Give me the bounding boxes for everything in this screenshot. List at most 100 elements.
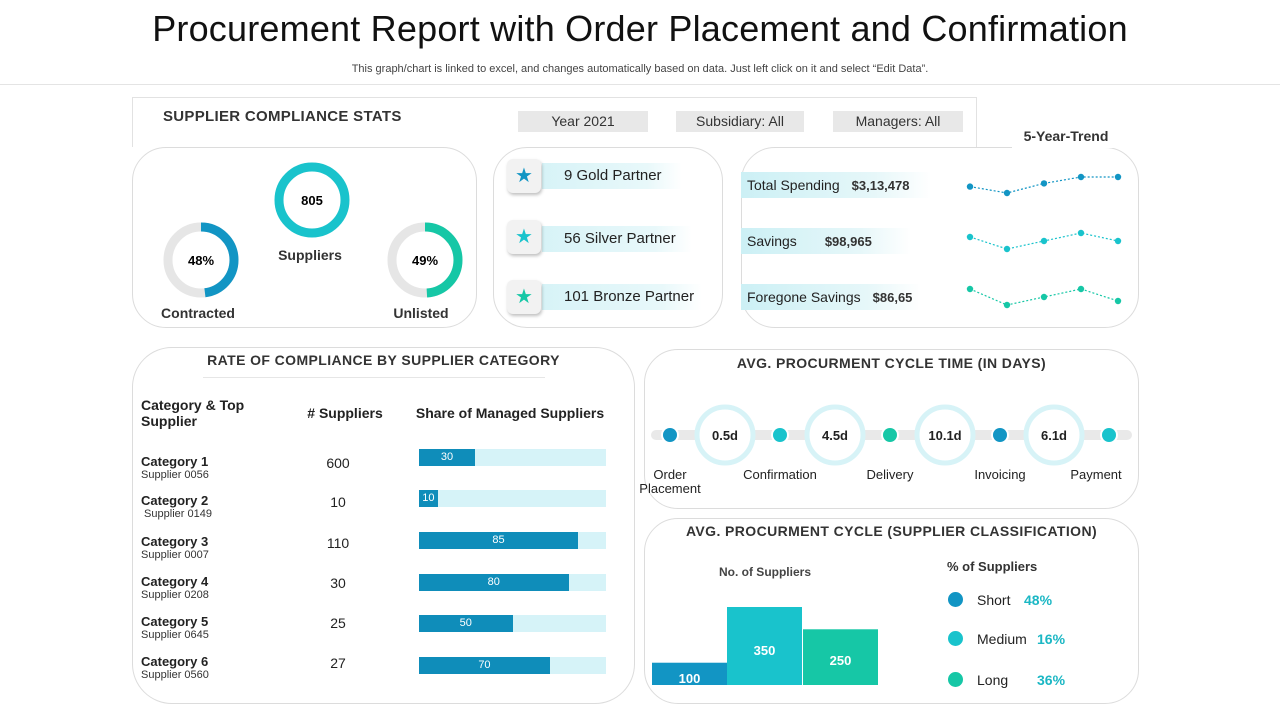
filter-year[interactable]: Year 2021: [518, 111, 648, 132]
share-bar-track: 85: [419, 532, 606, 549]
trend-point: [1003, 301, 1011, 309]
supplier-count: 600: [326, 455, 350, 471]
trend-point: [966, 233, 974, 241]
class-bar-label: 250: [830, 653, 852, 668]
total-suppliers-value: 805: [301, 193, 323, 208]
category-name: Category 1: [141, 454, 209, 469]
supplier-count: 25: [330, 615, 346, 631]
top-supplier: Supplier 0560: [141, 669, 209, 681]
legend-percent: 48%: [1024, 592, 1053, 608]
trend-point: [1114, 297, 1122, 305]
step-label: Invoicing: [974, 467, 1026, 482]
suppliers-card: [132, 147, 477, 328]
duration-value: 4.5d: [822, 428, 848, 443]
compliance-card: [132, 347, 635, 704]
trend-point: [1040, 293, 1048, 301]
trend-label: 5-Year-Trend: [1012, 124, 1120, 148]
share-bar-fill: 70: [419, 657, 550, 674]
partner-gold: 9 Gold Partner: [542, 163, 682, 189]
category-name: Category 2: [141, 493, 209, 508]
step-label: Delivery: [866, 467, 914, 482]
share-bar-track: 80: [419, 574, 606, 591]
trend-point: [966, 285, 974, 293]
class-bar: [727, 607, 802, 685]
legend-percent: 16%: [1037, 631, 1066, 647]
spend-label: Foregone Savings: [747, 289, 861, 305]
suppliers-donuts: 805 48% 49%: [163, 162, 463, 298]
category-name: Category 5: [141, 614, 209, 629]
cycle-timeline: 0.5d 4.5d 10.1d 6.1d: [651, 404, 1132, 466]
col-head-suppliers: # Suppliers: [307, 405, 383, 421]
share-bar-fill: 10: [419, 490, 438, 507]
share-bar-track: 50: [419, 615, 606, 632]
unlisted-label: Unlisted: [393, 305, 449, 321]
legend-dot: [948, 672, 963, 687]
spend-value: $86,65: [872, 290, 913, 305]
top-supplier: Supplier 0645: [141, 629, 209, 641]
step-dot: [663, 428, 677, 442]
spend-label: Total Spending: [747, 177, 840, 193]
spend-value: $3,13,478: [851, 178, 910, 193]
trend-sparklines: [966, 173, 1122, 309]
step-label: Confirmation: [743, 467, 817, 482]
legend-label: % of Suppliers: [947, 559, 1038, 574]
legend-label-item: Medium: [977, 631, 1027, 647]
star-icon: ★: [507, 220, 541, 254]
compliance-title-rule: [203, 377, 545, 378]
page-subtitle: This graph/chart is linked to excel, and…: [351, 63, 929, 75]
table-row: Category 3 Supplier 0007: [141, 534, 209, 561]
trend-line: [969, 288, 1119, 306]
trend-point: [1114, 173, 1122, 181]
trend-point: [1077, 229, 1085, 237]
star-icon: ★: [507, 159, 541, 193]
contracted-value: 48%: [188, 253, 214, 268]
spend-row-foregone: Foregone Savings $86,65: [741, 284, 921, 310]
duration-circle: [914, 404, 976, 466]
trend-point: [1003, 245, 1011, 253]
page-title: Procurement Report with Order Placement …: [152, 8, 1128, 49]
trend-point: [1040, 237, 1048, 245]
trend-point: [966, 183, 974, 190]
cycle-time-title: AVG. PROCURMENT CYCLE TIME (IN DAYS): [736, 355, 1047, 371]
step-dot: [773, 428, 787, 442]
step-dot: [1102, 428, 1116, 442]
legend-dot: [948, 592, 963, 607]
duration-value: 10.1d: [928, 428, 961, 443]
partner-silver: 56 Silver Partner: [542, 226, 692, 252]
share-bar-track: 70: [419, 657, 606, 674]
trend-point: [1077, 285, 1085, 293]
category-name: Category 6: [141, 654, 209, 669]
suppliers-label: Suppliers: [278, 247, 342, 263]
spend-value: $98,965: [824, 234, 872, 249]
supplier-count: 110: [326, 535, 350, 551]
trend-point: [1003, 189, 1011, 197]
step-dot: [883, 428, 897, 442]
trend-line: [969, 176, 1118, 194]
legend-label-item: Short: [977, 592, 1011, 608]
contracted-label: Contracted: [161, 305, 235, 321]
class-bar-label: 350: [754, 643, 776, 658]
filter-subsidiary[interactable]: Subsidiary: All: [676, 111, 804, 132]
table-row: Category 1 Supplier 0056: [141, 454, 209, 481]
duration-circle: [694, 404, 756, 466]
legend-label-item: Long: [977, 672, 1009, 688]
step-dot: [993, 428, 1007, 442]
duration-value: 0.5d: [712, 428, 738, 443]
classification-title: AVG. PROCURMENT CYCLE (SUPPLIER CLASSIFI…: [685, 523, 1098, 539]
classification-bar-chart: 100 350 250: [652, 607, 878, 686]
class-bar: [803, 629, 878, 685]
top-supplier: Supplier 0149: [141, 508, 212, 520]
contracted-arc: [163, 222, 239, 298]
table-row: Category 5 Supplier 0645: [141, 614, 209, 641]
trend-point: [1040, 180, 1048, 187]
spend-label: Savings: [747, 233, 797, 249]
step-label: Payment: [1070, 467, 1122, 482]
share-bar-track: 30: [419, 449, 606, 466]
filter-managers[interactable]: Managers: All: [833, 111, 963, 132]
legend-dot: [948, 631, 963, 646]
star-icon: ★: [507, 280, 541, 314]
share-bar-fill: 80: [419, 574, 569, 591]
duration-value: 6.1d: [1041, 428, 1067, 443]
duration-circle: [804, 404, 866, 466]
total-suppliers-ring: [274, 162, 350, 238]
